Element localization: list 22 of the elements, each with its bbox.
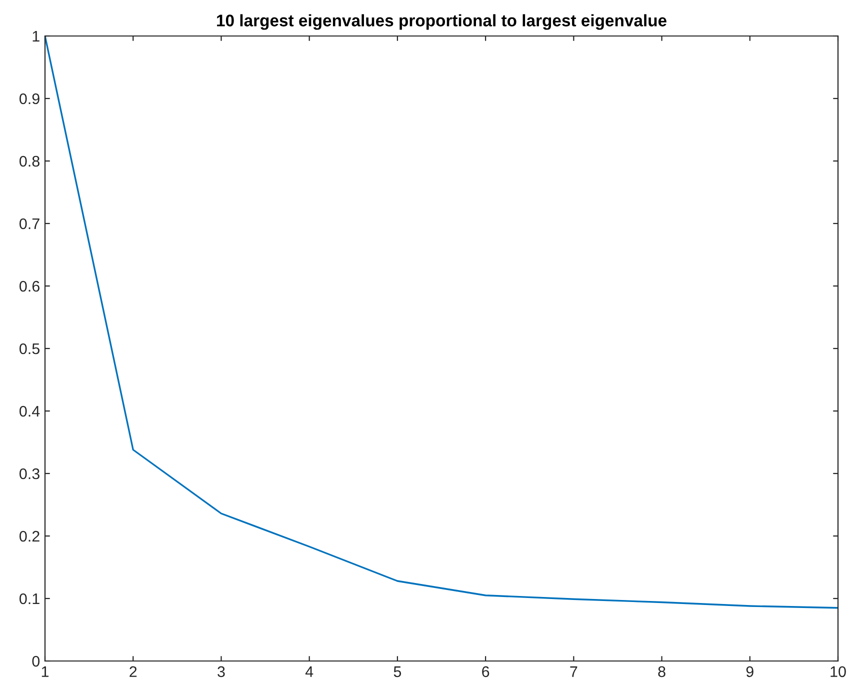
x-tick-label: 4	[305, 666, 314, 677]
y-tick-label: 0	[32, 656, 40, 667]
y-tick-label: 0.6	[20, 280, 40, 292]
x-tick-label: 10	[830, 666, 846, 678]
y-tick-label: 0.8	[20, 156, 40, 167]
y-tick-label: 0.5	[20, 343, 40, 354]
x-tick-label: 7	[570, 666, 578, 677]
y-tick-label: 0.9	[20, 93, 40, 104]
x-tick-label: 8	[658, 666, 666, 678]
x-tick-label: 1	[42, 666, 49, 677]
y-tick-label: 0.3	[20, 468, 40, 480]
y-tick-label: 1	[32, 31, 40, 42]
x-tick-label: 9	[746, 666, 754, 678]
x-tick-label: 6	[482, 666, 490, 678]
y-tick-label: 0.2	[20, 530, 40, 542]
x-tick-label: 3	[218, 666, 225, 678]
y-tick-label: 0.4	[20, 406, 40, 417]
y-tick-label: 0.7	[20, 218, 40, 230]
chart-title: 10 largest eigenvalues proportional to largest eigenvalue	[217, 14, 666, 30]
x-tick-label: 2	[130, 666, 137, 677]
y-tick-label: 0.1	[20, 593, 40, 604]
x-tick-label: 5	[394, 666, 402, 678]
